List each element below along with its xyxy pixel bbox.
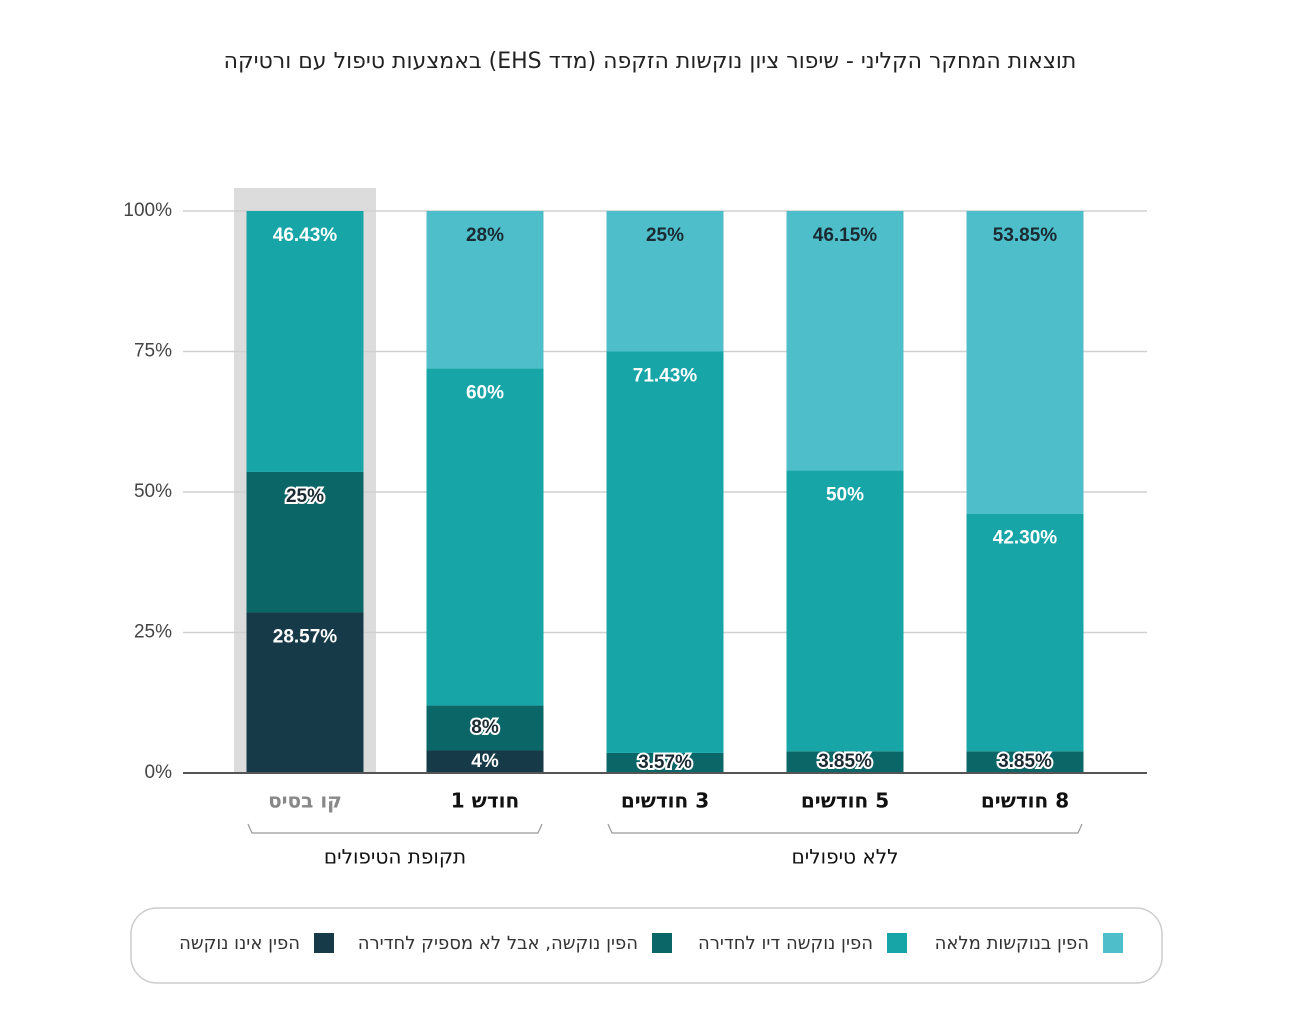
- y-tick-label: 50%: [134, 481, 172, 502]
- bar-segment: [606, 211, 724, 352]
- value-label: 8%: [471, 717, 499, 738]
- bar-segment: [426, 750, 544, 773]
- bar-segment: [786, 751, 904, 773]
- value-label: 46.15%: [813, 225, 878, 246]
- bar-segment: [606, 351, 724, 753]
- x-tick-label: חודש 1: [451, 789, 519, 813]
- bar-segment: [966, 751, 1084, 773]
- value-label: 42.30%: [993, 528, 1058, 549]
- bar-segment: [966, 513, 1084, 752]
- bar-segment: [246, 471, 364, 613]
- value-label: 53.85%: [993, 225, 1058, 246]
- y-tick-label: 100%: [123, 200, 172, 221]
- legend-swatch: [314, 933, 334, 953]
- bar-segment: [966, 211, 1084, 514]
- legend-box: [130, 907, 1163, 984]
- chart-title: תוצאות המחקר הקליני - שיפור ציון נוקשות …: [224, 49, 1077, 74]
- x-tick-label: קו בסיס: [268, 789, 342, 813]
- bar-segment: [246, 211, 364, 472]
- value-label: 50%: [826, 484, 864, 505]
- value-label: 71.43%: [633, 366, 698, 387]
- legend-swatch: [652, 933, 672, 953]
- legend-label: הפין נוקשה, אבל לא מספיק לחדירה: [358, 933, 638, 954]
- value-label: 28%: [466, 225, 504, 246]
- value-label: 3.85%: [818, 751, 872, 772]
- x-tick-label: 8 חודשים: [981, 789, 1069, 813]
- value-label: 28.57%: [273, 626, 338, 647]
- bar-segment: [426, 705, 544, 751]
- bar-segment: [426, 368, 544, 706]
- value-label: 3.57%: [638, 752, 692, 773]
- bar-segment: [786, 211, 904, 471]
- legend-label: הפין נוקשה דיו לחדירה: [698, 933, 873, 954]
- bar-segment: [426, 211, 544, 369]
- value-label: 4%: [471, 751, 499, 772]
- value-label: 25%: [286, 486, 324, 507]
- x-tick-label: 3 חודשים: [621, 789, 709, 813]
- group-bracket: [607, 823, 1083, 834]
- y-tick-label: 0%: [145, 762, 173, 783]
- group-label: תקופת הטיפולים: [324, 845, 466, 869]
- group-label: ללא טיפולים: [792, 845, 899, 869]
- value-label: 60%: [466, 382, 504, 403]
- x-tick-label: 5 חודשים: [801, 789, 889, 813]
- y-tick-label: 75%: [134, 341, 172, 362]
- legend-swatch: [1103, 933, 1123, 953]
- bar-segment: [786, 470, 904, 752]
- legend-label: הפין אינו נוקשה: [179, 933, 300, 954]
- value-label: 3.85%: [998, 751, 1052, 772]
- group-bracket: [247, 823, 543, 834]
- bar-segment: [246, 612, 364, 773]
- legend-swatch: [887, 933, 907, 953]
- legend-label: הפין בנוקשות מלאה: [935, 933, 1089, 954]
- bar-segment: [606, 752, 724, 773]
- y-tick-label: 25%: [134, 622, 172, 643]
- value-label: 25%: [646, 225, 684, 246]
- value-label: 46.43%: [273, 225, 338, 246]
